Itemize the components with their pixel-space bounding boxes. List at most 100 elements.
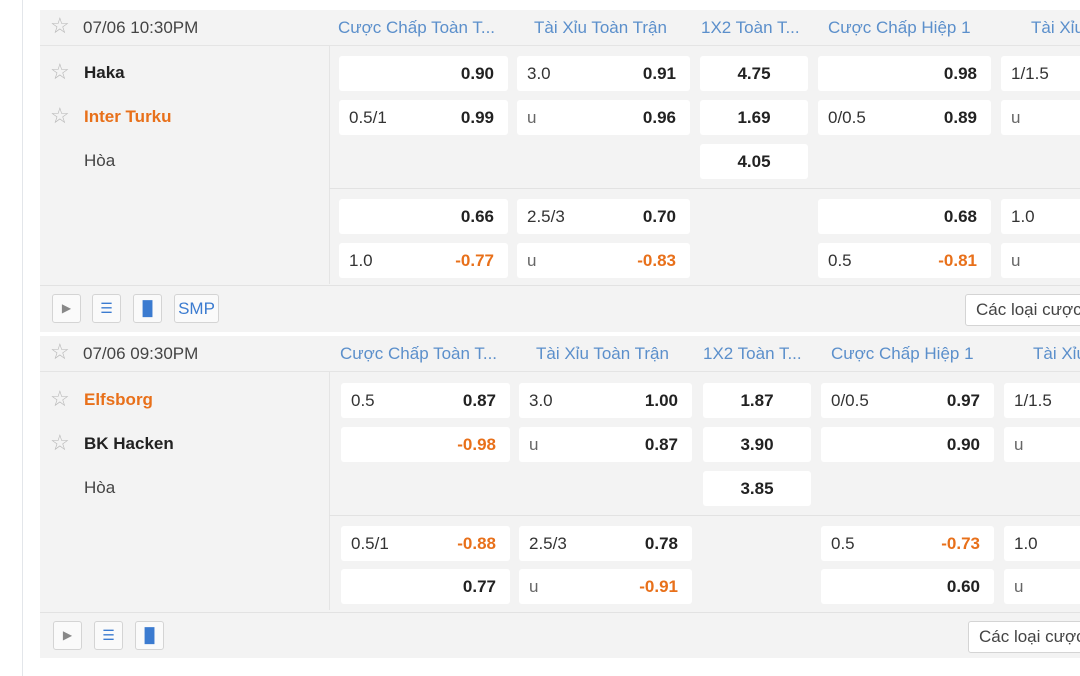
favorite-star-icon[interactable]: ☆ xyxy=(50,430,70,455)
col-header-handicap-full: Cược Chấp Toàn T... xyxy=(340,344,498,363)
odds-line: 0.5 xyxy=(351,391,375,410)
odds-value: 0.78 xyxy=(644,534,678,553)
odds-ou1-over[interactable]: 1.0 xyxy=(1001,199,1080,234)
match-toolbar: ▶ ☰ ▐▌ SMP Các loại cược xyxy=(40,285,1080,331)
favorite-star-icon[interactable]: ☆ xyxy=(50,103,70,128)
odds-line: 0/0.5 xyxy=(831,391,869,410)
match-time: 07/06 10:30PM xyxy=(83,18,199,37)
odds-ah-away[interactable]: -0.98 xyxy=(341,427,510,462)
team-row-home[interactable]: ☆ Elfsborg xyxy=(40,378,329,422)
odds-value: 1.69 xyxy=(737,108,771,127)
odds-ou-under[interactable]: u -0.83 xyxy=(517,243,690,278)
draw-label: Hòa xyxy=(84,151,116,170)
teams-column: ☆ Haka ☆ Inter Turku Hòa xyxy=(40,46,330,284)
odds-ah1-away[interactable]: 0/0.5 0.89 xyxy=(818,100,991,135)
odds-1x2-draw[interactable]: 3.85 xyxy=(703,471,811,506)
odds-line: 2.5/3 xyxy=(529,534,567,553)
favorite-star-icon[interactable]: ☆ xyxy=(50,13,70,38)
team-name-home: Elfsborg xyxy=(84,390,153,409)
odds-ou-under[interactable]: u -0.91 xyxy=(519,569,692,604)
more-bet-types-button[interactable]: Các loại cược xyxy=(968,621,1080,653)
odds-ou1-over[interactable]: 1/1.5 xyxy=(1001,56,1080,91)
odds-ou-under[interactable]: u 0.96 xyxy=(517,100,690,135)
odds-value: -0.91 xyxy=(639,577,678,596)
list-stack-icon[interactable]: ☰ xyxy=(92,294,121,323)
odds-1x2-home[interactable]: 4.75 xyxy=(700,56,808,91)
odds-line: 1.0 xyxy=(1011,207,1035,226)
col-header-over-under-full: Tài Xỉu Toàn Trận xyxy=(536,344,669,363)
play-icon[interactable]: ▶ xyxy=(53,621,82,650)
team-row-away[interactable]: ☆ Inter Turku xyxy=(40,95,329,139)
odds-ah-away[interactable]: 0.5/1 0.99 xyxy=(339,100,508,135)
list-stack-icon[interactable]: ☰ xyxy=(94,621,123,650)
odds-ou-over[interactable]: 2.5/3 0.78 xyxy=(519,526,692,561)
odds-value: -0.77 xyxy=(455,251,494,270)
team-row-home[interactable]: ☆ Haka xyxy=(40,51,329,95)
team-name-home: Haka xyxy=(84,63,125,82)
odds-ah1-away[interactable]: 0.60 xyxy=(821,569,994,604)
odds-value: 0.89 xyxy=(943,108,977,127)
odds-ah1-away[interactable]: 0.5 -0.81 xyxy=(818,243,991,278)
odds-line: 0.5/1 xyxy=(349,108,387,127)
odds-line: u xyxy=(1014,577,1024,596)
match-toolbar: ▶ ☰ ▐▌ Các loại cược xyxy=(40,612,1080,658)
more-bet-types-button[interactable]: Các loại cược xyxy=(965,294,1080,326)
odds-ah-home[interactable]: 0.5 0.87 xyxy=(341,383,510,418)
odds-line: 1/1.5 xyxy=(1014,391,1052,410)
odds-ah1-home[interactable]: 0.5 -0.73 xyxy=(821,526,994,561)
odds-value: 0.97 xyxy=(946,391,980,410)
play-icon[interactable]: ▶ xyxy=(52,294,81,323)
odds-value: 1.00 xyxy=(644,391,678,410)
odds-ou1-under[interactable]: u xyxy=(1004,569,1080,604)
odds-1x2-home[interactable]: 1.87 xyxy=(703,383,811,418)
odds-1x2-draw[interactable]: 4.05 xyxy=(700,144,808,179)
bar-chart-icon[interactable]: ▐▌ xyxy=(135,621,164,650)
odds-ou1-under[interactable]: u xyxy=(1001,243,1080,278)
odds-ah-away[interactable]: 1.0 -0.77 xyxy=(339,243,508,278)
odds-value: 0.77 xyxy=(462,577,496,596)
odds-value: -0.98 xyxy=(457,435,496,454)
odds-ah-home[interactable]: 0.66 xyxy=(339,199,508,234)
odds-value: 4.75 xyxy=(737,64,771,83)
team-row-away[interactable]: ☆ BK Hacken xyxy=(40,422,329,466)
odds-1x2-away[interactable]: 1.69 xyxy=(700,100,808,135)
odds-ah-home[interactable]: 0.5/1 -0.88 xyxy=(341,526,510,561)
draw-row: Hòa xyxy=(40,466,329,510)
odds-line: 0.5/1 xyxy=(351,534,389,553)
odds-line: 0.5 xyxy=(831,534,855,553)
odds-ah-home[interactable]: 0.90 xyxy=(339,56,508,91)
favorite-star-icon[interactable]: ☆ xyxy=(50,339,70,364)
favorite-star-icon[interactable]: ☆ xyxy=(50,59,70,84)
odds-ou1-over[interactable]: 1/1.5 xyxy=(1004,383,1080,418)
odds-ah1-home[interactable]: 0.98 xyxy=(818,56,991,91)
odds-ah1-away[interactable]: 0.90 xyxy=(821,427,994,462)
odds-ou1-under[interactable]: u xyxy=(1001,100,1080,135)
match-header: ☆ 07/06 09:30PM Cược Chấp Toàn T... Tài … xyxy=(40,336,1080,372)
col-header-1x2-full: 1X2 Toàn T... xyxy=(701,18,800,37)
smp-button[interactable]: SMP xyxy=(174,294,219,323)
odds-value: 0.99 xyxy=(460,108,494,127)
odds-value: -0.73 xyxy=(941,534,980,553)
odds-1x2-away[interactable]: 3.90 xyxy=(703,427,811,462)
teams-column: ☆ Elfsborg ☆ BK Hacken Hòa xyxy=(40,372,330,610)
favorite-star-icon[interactable]: ☆ xyxy=(50,386,70,411)
odds-ou1-over[interactable]: 1.0 xyxy=(1004,526,1080,561)
draw-label: Hòa xyxy=(84,478,116,497)
odds-ou-under[interactable]: u 0.87 xyxy=(519,427,692,462)
odds-ah1-home[interactable]: 0.68 xyxy=(818,199,991,234)
odds-value: -0.88 xyxy=(457,534,496,553)
odds-value: 0.60 xyxy=(946,577,980,596)
line-separator xyxy=(329,515,1080,516)
odds-ou1-under[interactable]: u xyxy=(1004,427,1080,462)
match-header: ☆ 07/06 10:30PM Cược Chấp Toàn T... Tài … xyxy=(40,10,1080,46)
odds-ah1-home[interactable]: 0/0.5 0.97 xyxy=(821,383,994,418)
odds-ou-over[interactable]: 2.5/3 0.70 xyxy=(517,199,690,234)
odds-ah-away[interactable]: 0.77 xyxy=(341,569,510,604)
col-header-handicap-half1: Cược Chấp Hiệp 1 xyxy=(831,344,974,363)
odds-line: 2.5/3 xyxy=(527,207,565,226)
odds-ou-over[interactable]: 3.0 0.91 xyxy=(517,56,690,91)
col-header-over-under-full: Tài Xỉu Toàn Trận xyxy=(534,18,667,37)
odds-ou-over[interactable]: 3.0 1.00 xyxy=(519,383,692,418)
bar-chart-icon[interactable]: ▐▌ xyxy=(133,294,162,323)
odds-value: 0.96 xyxy=(642,108,676,127)
